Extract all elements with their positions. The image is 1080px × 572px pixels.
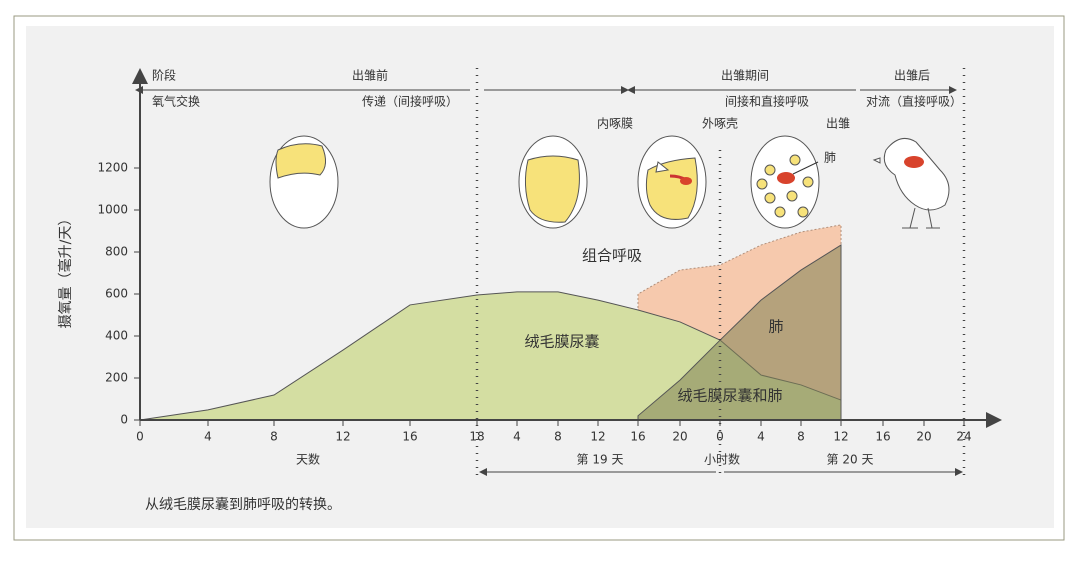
y-tick-label: 1200 <box>97 161 128 175</box>
x-axis-title: 第 20 天 <box>827 453 874 467</box>
x-tick-label: 24 <box>956 430 971 444</box>
y-tick-label: 0 <box>120 413 128 427</box>
x-axis-title: 小时数 <box>704 452 740 467</box>
x-tick-label: 8 <box>554 430 562 444</box>
exchange-label: 传递（间接呼吸） <box>362 94 458 109</box>
x-axis-title: 天数 <box>296 452 320 467</box>
y-tick-label: 600 <box>105 287 128 301</box>
y-tick-label: 800 <box>105 245 128 259</box>
x-tick-label: 8 <box>270 430 278 444</box>
x-tick-label: 12 <box>335 430 350 444</box>
y-axis-title: 摄氧量（毫升/天） <box>57 212 74 329</box>
phase-label: 出雏期间 <box>721 68 769 83</box>
x-tick-label: 0 <box>136 430 144 444</box>
x-axis-title: 第 19 天 <box>577 453 624 467</box>
exchange-label: 间接和直接呼吸 <box>725 94 809 109</box>
exchange-label: 对流（直接呼吸） <box>866 94 962 109</box>
egg-illustrations <box>269 135 950 229</box>
region-label: 肺 <box>768 318 783 336</box>
exchange-label: 氧气交换 <box>152 94 200 109</box>
phase-arrows <box>135 86 963 476</box>
x-tick-label: 4 <box>204 430 212 444</box>
egg-lung-label: 肺 <box>824 151 836 165</box>
x-tick-label: 16 <box>630 430 645 444</box>
y-tick-label: 1000 <box>97 203 128 217</box>
x-tick-label: 12 <box>833 430 848 444</box>
caption: 从绒毛膜尿囊到肺呼吸的转换。 <box>145 496 341 513</box>
phase-label: 出雏后 <box>894 68 930 83</box>
stage-label: 内啄膜 <box>597 117 633 131</box>
phase-label: 出雏前 <box>352 68 388 83</box>
x-tick-label: 4 <box>513 430 521 444</box>
x-tick-label: 20 <box>916 430 931 444</box>
area <box>637 244 842 421</box>
x-tick-label: 12 <box>590 430 605 444</box>
stage-label: 外啄壳 <box>702 117 738 131</box>
x-tick-label: 16 <box>875 430 890 444</box>
x-tick-label: 0 <box>716 430 724 444</box>
y-tick-label: 400 <box>105 329 128 343</box>
region-label: 绒毛膜尿囊 <box>524 333 599 351</box>
x-tick-label: 18 <box>469 430 484 444</box>
x-tick-label: 16 <box>402 430 417 444</box>
region-label: 组合呼吸 <box>582 247 642 265</box>
x-tick-label: 4 <box>757 430 765 444</box>
panel <box>26 26 1054 528</box>
y-tick-label: 200 <box>105 371 128 385</box>
region-label: 绒毛膜尿囊和肺 <box>677 387 782 405</box>
x-tick-label: 20 <box>672 430 687 444</box>
x-tick-label: 8 <box>797 430 805 444</box>
phase-label: 阶段 <box>152 68 176 83</box>
stage-label: 出雏 <box>826 116 850 131</box>
phase-dividers <box>475 68 966 475</box>
